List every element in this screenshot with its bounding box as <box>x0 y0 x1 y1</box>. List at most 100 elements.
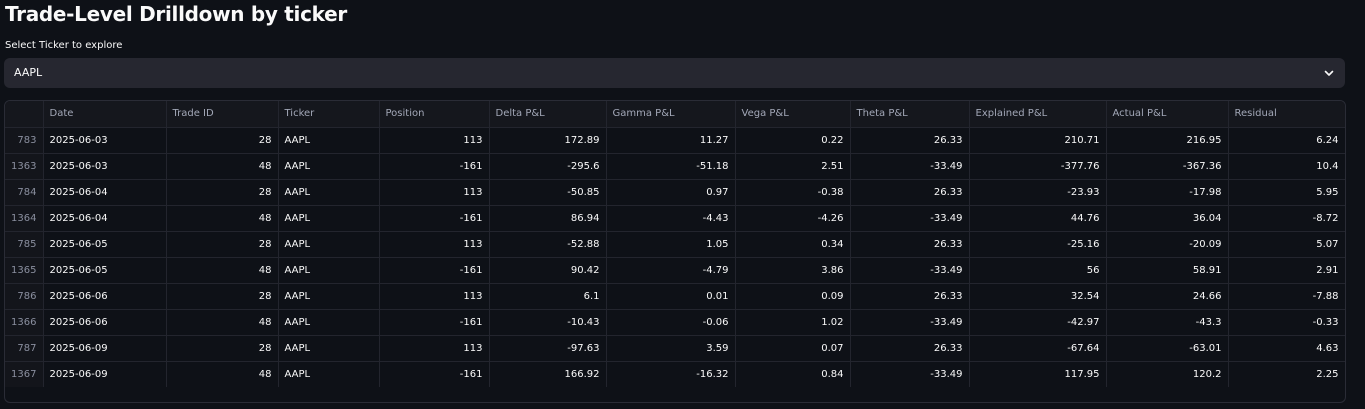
table-cell[interactable]: -377.76 <box>969 153 1107 180</box>
row-index[interactable]: 785 <box>5 231 44 258</box>
row-index[interactable]: 1364 <box>5 205 44 232</box>
table-cell[interactable]: 210.71 <box>969 127 1107 154</box>
table-cell[interactable]: AAPL <box>278 179 380 206</box>
table-cell[interactable]: 113 <box>379 127 490 154</box>
table-cell[interactable]: 48 <box>166 153 279 180</box>
table-cell[interactable]: -161 <box>379 257 490 284</box>
table-cell[interactable]: -0.33 <box>1228 309 1345 336</box>
table-row[interactable]: 786 2025-06-06 28 AAPL 113 6.1 0.01 0.09 26.33 32… <box>5 283 1345 310</box>
table-cell[interactable]: 56 <box>969 257 1107 284</box>
table-cell[interactable]: -161 <box>379 205 490 232</box>
table-cell[interactable]: 113 <box>379 335 490 362</box>
table-cell[interactable]: 2025-06-09 <box>43 335 167 362</box>
table-cell[interactable]: 28 <box>166 335 279 362</box>
table-cell[interactable]: 2025-06-03 <box>43 153 167 180</box>
table-cell[interactable]: -33.49 <box>850 309 970 336</box>
table-cell[interactable]: -161 <box>379 153 490 180</box>
table-cell[interactable]: 36.04 <box>1106 205 1229 232</box>
table-cell[interactable]: 10.4 <box>1228 153 1345 180</box>
table-cell[interactable]: 26.33 <box>850 283 970 310</box>
table-row[interactable]: 785 2025-06-05 28 AAPL 113 -52.88 1.05 0.34 26.3… <box>5 231 1345 258</box>
table-cell[interactable]: -10.43 <box>489 309 607 336</box>
table-cell[interactable]: 113 <box>379 231 490 258</box>
table-cell[interactable]: 48 <box>166 205 279 232</box>
row-index[interactable]: 1366 <box>5 309 44 336</box>
table-cell[interactable]: 5.95 <box>1228 179 1345 206</box>
table-cell[interactable]: 6.24 <box>1228 127 1345 154</box>
column-header[interactable]: Trade ID <box>166 101 279 128</box>
table-cell[interactable]: -51.18 <box>606 153 736 180</box>
table-cell[interactable]: -33.49 <box>850 153 970 180</box>
table-cell[interactable]: -20.09 <box>1106 231 1229 258</box>
column-header[interactable]: Actual P&L <box>1106 101 1229 128</box>
table-cell[interactable]: -63.01 <box>1106 335 1229 362</box>
table-cell[interactable]: -0.38 <box>735 179 851 206</box>
table-cell[interactable]: -16.32 <box>606 361 736 387</box>
table-cell[interactable]: 24.66 <box>1106 283 1229 310</box>
column-header[interactable]: Residual <box>1228 101 1345 128</box>
table-cell[interactable]: 2.51 <box>735 153 851 180</box>
table-cell[interactable]: 113 <box>379 179 490 206</box>
table-cell[interactable]: -295.6 <box>489 153 607 180</box>
table-cell[interactable]: -4.79 <box>606 257 736 284</box>
table-cell[interactable]: -161 <box>379 309 490 336</box>
table-cell[interactable]: 26.33 <box>850 231 970 258</box>
table-cell[interactable]: 1.02 <box>735 309 851 336</box>
table-cell[interactable]: 0.97 <box>606 179 736 206</box>
table-cell[interactable]: -161 <box>379 361 490 387</box>
table-cell[interactable]: 3.86 <box>735 257 851 284</box>
table-row[interactable]: 1366 2025-06-06 48 AAPL -161 -10.43 -0.06 1.02-… <box>5 309 1345 336</box>
table-cell[interactable]: 26.33 <box>850 335 970 362</box>
table-cell[interactable]: 48 <box>166 257 279 284</box>
table-cell[interactable]: AAPL <box>278 205 380 232</box>
table-cell[interactable]: 2025-06-05 <box>43 231 167 258</box>
table-cell[interactable]: 0.22 <box>735 127 851 154</box>
table-cell[interactable]: AAPL <box>278 153 380 180</box>
table-cell[interactable]: 11.27 <box>606 127 736 154</box>
table-cell[interactable]: AAPL <box>278 361 380 387</box>
table-cell[interactable]: 44.76 <box>969 205 1107 232</box>
column-header[interactable]: Theta P&L <box>850 101 970 128</box>
table-row[interactable]: 787 2025-06-09 28 AAPL 113 -97.63 3.59 0.07 26.3… <box>5 335 1345 362</box>
table-cell[interactable]: 2025-06-09 <box>43 361 167 387</box>
table-cell[interactable]: -67.64 <box>969 335 1107 362</box>
table-cell[interactable]: -4.26 <box>735 205 851 232</box>
table-cell[interactable]: 113 <box>379 283 490 310</box>
table-cell[interactable]: 120.2 <box>1106 361 1229 387</box>
column-header[interactable]: Ticker <box>278 101 380 128</box>
table-cell[interactable]: -0.06 <box>606 309 736 336</box>
table-cell[interactable]: 26.33 <box>850 127 970 154</box>
table-cell[interactable]: 32.54 <box>969 283 1107 310</box>
row-index[interactable]: 783 <box>5 127 44 154</box>
table-cell[interactable]: -23.93 <box>969 179 1107 206</box>
column-header[interactable]: Explained P&L <box>969 101 1107 128</box>
table-cell[interactable]: 48 <box>166 361 279 387</box>
column-header[interactable]: Gamma P&L <box>606 101 736 128</box>
table-cell[interactable]: 86.94 <box>489 205 607 232</box>
row-index[interactable]: 786 <box>5 283 44 310</box>
table-cell[interactable]: -8.72 <box>1228 205 1345 232</box>
table-cell[interactable]: 0.07 <box>735 335 851 362</box>
table-cell[interactable]: -33.49 <box>850 361 970 387</box>
table-cell[interactable]: 0.09 <box>735 283 851 310</box>
table-row[interactable]: 1367 2025-06-09 48 AAPL -161 166.92 -16.32 0.84… <box>5 361 1345 387</box>
table-cell[interactable]: 58.91 <box>1106 257 1229 284</box>
table-row[interactable]: 1364 2025-06-04 48 AAPL -161 86.94 -4.43 -4.26-… <box>5 205 1345 232</box>
table-cell[interactable]: -33.49 <box>850 205 970 232</box>
row-index[interactable]: 787 <box>5 335 44 362</box>
row-index[interactable]: 784 <box>5 179 44 206</box>
table-row[interactable]: 1365 2025-06-05 48 AAPL -161 90.42 -4.79 3.86 -3… <box>5 257 1345 284</box>
table-cell[interactable]: 0.84 <box>735 361 851 387</box>
table-cell[interactable]: -367.36 <box>1106 153 1229 180</box>
table-cell[interactable]: -17.98 <box>1106 179 1229 206</box>
table-cell[interactable]: 5.07 <box>1228 231 1345 258</box>
row-index[interactable]: 1365 <box>5 257 44 284</box>
table-cell[interactable]: -42.97 <box>969 309 1107 336</box>
table-cell[interactable]: 166.92 <box>489 361 607 387</box>
column-header[interactable]: Vega P&L <box>735 101 851 128</box>
ticker-select[interactable]: AAPL <box>4 58 1345 88</box>
table-cell[interactable]: 28 <box>166 127 279 154</box>
table-cell[interactable]: -50.85 <box>489 179 607 206</box>
table-cell[interactable]: -43.3 <box>1106 309 1229 336</box>
table-cell[interactable]: 2.25 <box>1228 361 1345 387</box>
